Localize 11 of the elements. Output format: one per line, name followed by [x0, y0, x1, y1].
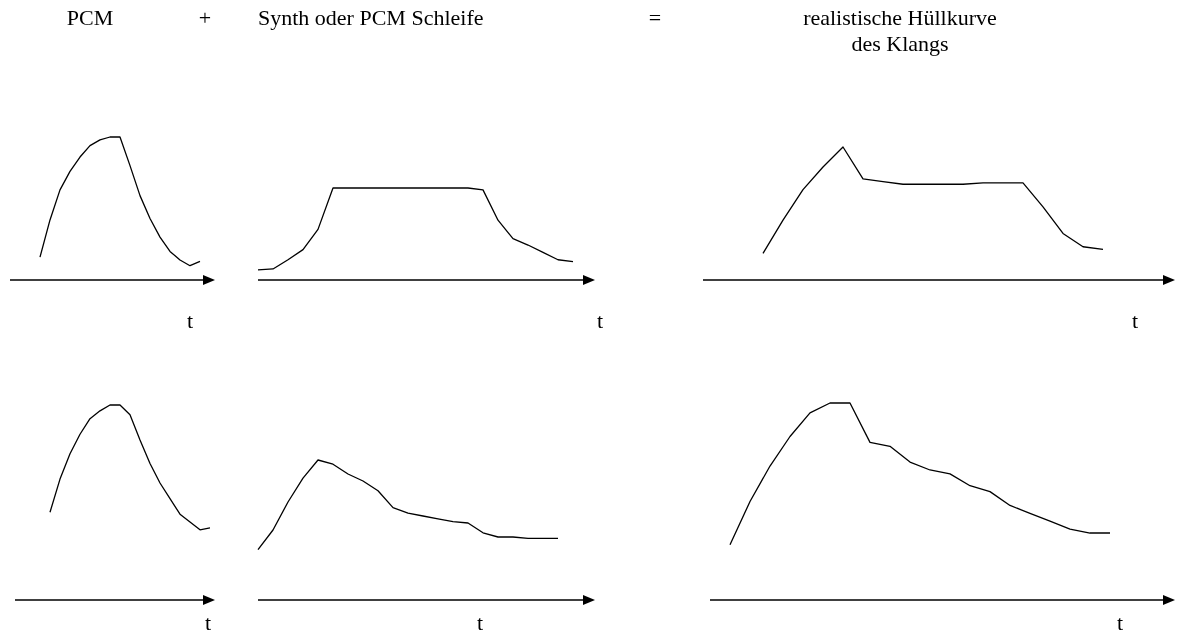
x-axis-title: t	[596, 308, 604, 333]
chart-title: realistische Hüllkurve des Klangs	[803, 5, 997, 56]
text: =	[648, 5, 662, 30]
x-axis-title: t	[204, 610, 212, 635]
text: +	[198, 5, 212, 30]
chart-title: PCM	[66, 5, 114, 30]
x-axis-title: t	[476, 610, 484, 635]
x-axis-title: t	[1131, 308, 1139, 333]
x-axis-title: t	[186, 308, 194, 333]
chart-title: Synth oder PCM Schleife	[258, 5, 484, 30]
x-axis-title: t	[1116, 610, 1124, 635]
